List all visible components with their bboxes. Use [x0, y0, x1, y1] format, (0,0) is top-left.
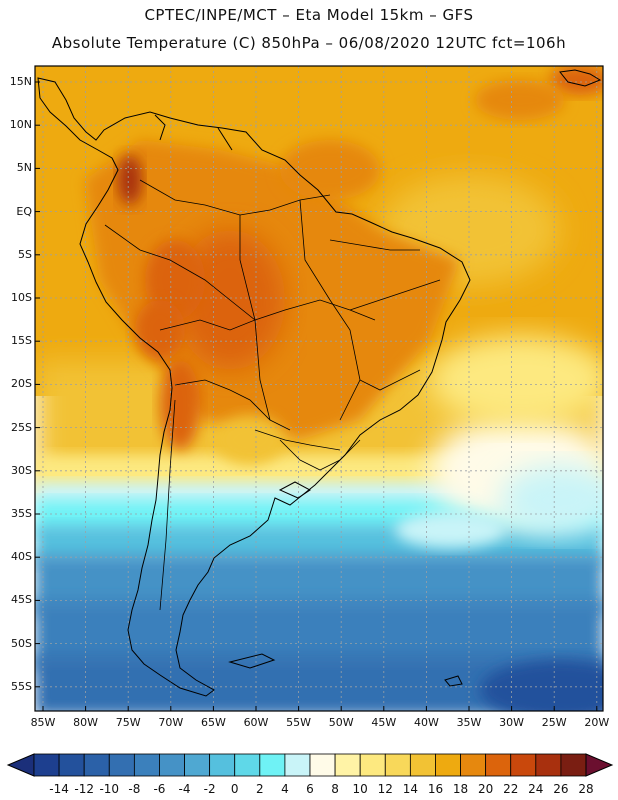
colorbar-label: -10 — [99, 782, 120, 796]
colorbar-swatch — [234, 753, 261, 777]
colorbar-swatch — [209, 753, 236, 777]
lon-label: 50W — [328, 716, 354, 729]
lat-label: 50S — [11, 636, 32, 650]
colorbar-label: 6 — [306, 782, 314, 796]
lat-label: 15S — [11, 334, 32, 348]
axis-ticks — [35, 81, 598, 711]
lon-label: 80W — [73, 716, 99, 729]
colorbar-over-arrow — [585, 753, 614, 777]
lon-label: 30W — [499, 716, 525, 729]
colorbar-label: 20 — [477, 782, 494, 796]
colorbar-swatch — [58, 753, 85, 777]
lon-label: 20W — [584, 716, 610, 729]
colorbar-label: -14 — [49, 782, 69, 796]
lat-label: 5S — [18, 247, 32, 261]
colorbar-swatch — [309, 753, 336, 777]
colorbar-label: 14 — [402, 782, 418, 796]
lon-label: 85W — [30, 716, 56, 729]
colorbar-label: 22 — [503, 782, 519, 796]
lat-label: 40S — [11, 550, 32, 564]
colorbar-label: 28 — [578, 782, 594, 796]
lat-label: 45S — [11, 593, 32, 607]
map-frame — [34, 65, 604, 712]
colorbar-label: -2 — [203, 782, 216, 796]
colorbar-swatch — [535, 753, 562, 777]
colorbar-label: 8 — [331, 782, 339, 796]
colorbar-label: -6 — [153, 782, 166, 796]
colorbar-swatch — [159, 753, 185, 777]
colorbar-swatch — [510, 753, 537, 777]
colorbar-swatch — [184, 753, 211, 777]
colorbar-label: 18 — [452, 782, 469, 796]
lat-label: 25S — [11, 420, 32, 434]
lat-label: EQ — [16, 204, 32, 218]
colorbar-swatch — [460, 753, 487, 777]
colorbar-swatch — [133, 753, 160, 777]
colorbar-swatch — [33, 753, 60, 777]
lat-label: 55S — [11, 679, 32, 693]
lon-label: 25W — [541, 716, 567, 729]
colorbar-label: 26 — [553, 782, 569, 796]
lon-label: 65W — [200, 716, 226, 729]
colorbar-swatch — [284, 753, 311, 777]
lon-label: 55W — [286, 716, 312, 729]
colorbar-swatch — [83, 753, 110, 777]
colorbar-label: -8 — [128, 782, 141, 796]
lon-label: 40W — [413, 716, 439, 729]
lon-label: 35W — [456, 716, 482, 729]
colorbar-swatch — [334, 753, 361, 777]
colorbar-label: -12 — [74, 782, 94, 796]
colorbar-label: -4 — [178, 782, 191, 796]
lon-label: 60W — [243, 716, 269, 729]
lat-label: 5N — [16, 161, 32, 175]
colorbar — [6, 753, 614, 777]
country-borders — [104, 179, 441, 611]
lat-label: 35S — [11, 507, 32, 520]
colorbar-label: 16 — [427, 782, 444, 796]
colorbar-label: 4 — [281, 782, 289, 796]
lon-label: 45W — [371, 716, 397, 729]
coastlines — [37, 69, 602, 697]
colorbar-swatch — [384, 753, 411, 777]
colorbar-label: 0 — [230, 782, 239, 796]
colorbar-swatch — [560, 753, 587, 777]
colorbar-swatch — [108, 753, 135, 777]
colorbar-swatch — [359, 753, 386, 777]
lon-label: 75W — [115, 716, 141, 729]
temperature-field — [35, 66, 603, 711]
colorbar-label: 24 — [528, 782, 544, 796]
colorbar-swatch — [435, 753, 461, 777]
colorbar-label: 2 — [255, 782, 264, 796]
map-title-line1: CPTEC/INPE/MCT – Eta Model 15km – GFS — [144, 6, 474, 24]
colorbar-swatch — [259, 753, 286, 777]
lon-label: 70W — [158, 716, 184, 729]
colorbar-swatch — [485, 753, 512, 777]
colorbar-under-arrow — [6, 753, 35, 777]
map-title-line2: Absolute Temperature (C) 850hPa – 06/08/… — [51, 34, 567, 52]
lat-label: 20S — [11, 377, 32, 391]
lat-label: 15N — [9, 75, 32, 88]
lat-label: 30S — [11, 463, 32, 477]
lat-label: 10N — [9, 118, 32, 132]
colorbar-swatch — [409, 753, 436, 777]
colorbar-label: 10 — [352, 782, 368, 796]
colorbar-label: 12 — [377, 782, 393, 796]
lat-label: 10S — [11, 291, 32, 304]
